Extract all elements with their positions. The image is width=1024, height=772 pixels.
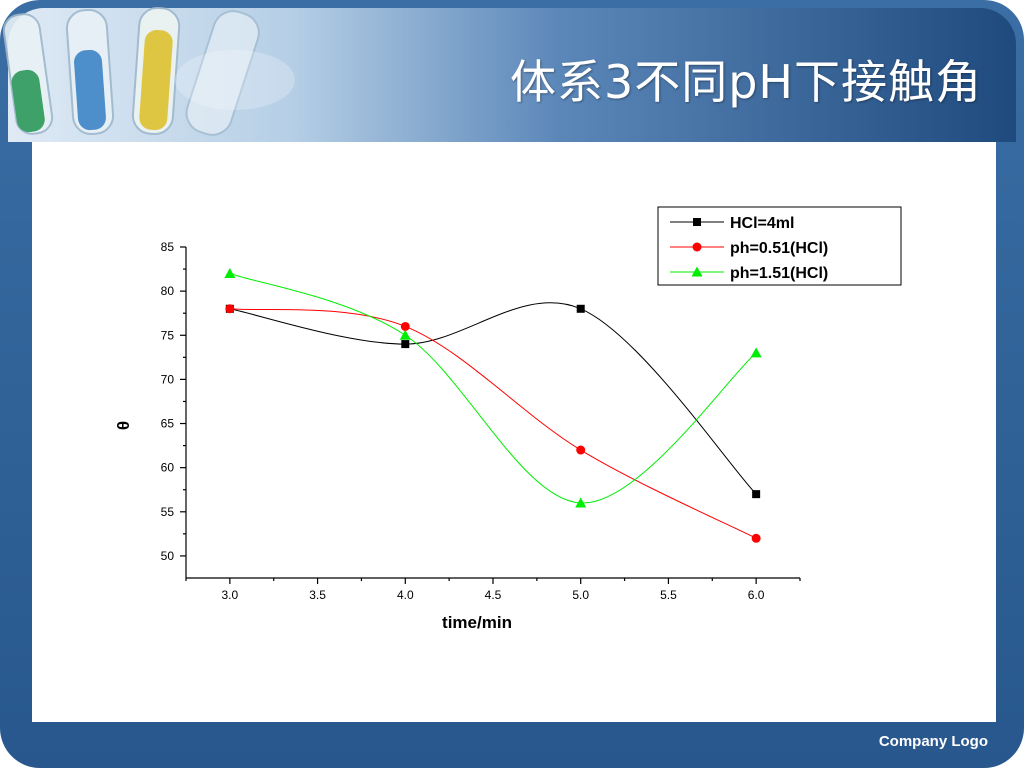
company-logo: Company Logo: [878, 733, 988, 750]
data-point: [400, 321, 410, 331]
series-line: [229, 273, 757, 504]
y-tick-label: 85: [161, 240, 175, 254]
legend-marker: [691, 266, 703, 277]
y-tick-label: 60: [161, 461, 175, 475]
legend-marker: [692, 242, 702, 252]
y-tick-label: 75: [161, 328, 175, 342]
legend-label: HCl=4ml: [730, 215, 794, 232]
x-tick-label: 3.5: [309, 588, 326, 602]
y-tick-label: 70: [161, 372, 175, 386]
x-tick-label: 5.0: [572, 588, 589, 602]
data-point: [399, 329, 411, 340]
series-2: [224, 267, 762, 508]
x-tick-label: 4.5: [485, 588, 502, 602]
data-point: [225, 304, 235, 314]
chart-series: [224, 267, 762, 543]
data-point: [401, 340, 410, 349]
data-point: [224, 267, 236, 278]
test-tubes-decoration: [2, 6, 295, 136]
data-point: [576, 304, 585, 313]
y-tick-label: 65: [161, 417, 175, 431]
data-point: [575, 497, 587, 508]
y-axis-label: θ: [114, 421, 133, 430]
data-point: [752, 490, 761, 499]
series-line: [229, 302, 757, 495]
chart-axes: 50 55 60 65 70 75 80 85 3.0 3.5 4.0 4.5 5.0 5.5 6.0 tim…: [114, 240, 801, 632]
x-tick-label: 6.0: [748, 588, 765, 602]
chart-legend: HCl=4ml ph=0.51(HCl) ph=1.51(HCl): [657, 206, 902, 286]
data-point: [750, 347, 762, 358]
series-1: [225, 304, 761, 543]
y-tick-label: 55: [161, 505, 175, 519]
y-tick-label: 80: [161, 284, 175, 298]
legend-label: ph=1.51(HCl): [730, 265, 828, 282]
legend-marker: [693, 218, 701, 226]
x-tick-label: 5.5: [660, 588, 677, 602]
series-0: [225, 302, 761, 499]
legend-label: ph=0.51(HCl): [730, 240, 828, 257]
data-point: [576, 445, 586, 455]
slide-title: 体系3不同pH下接触角: [509, 55, 982, 109]
y-tick-label: 50: [161, 549, 175, 563]
x-tick-label: 3.0: [222, 588, 239, 602]
x-axis-label: time/min: [442, 613, 512, 632]
series-line: [229, 308, 757, 539]
data-point: [751, 533, 761, 543]
x-tick-label: 4.0: [397, 588, 414, 602]
